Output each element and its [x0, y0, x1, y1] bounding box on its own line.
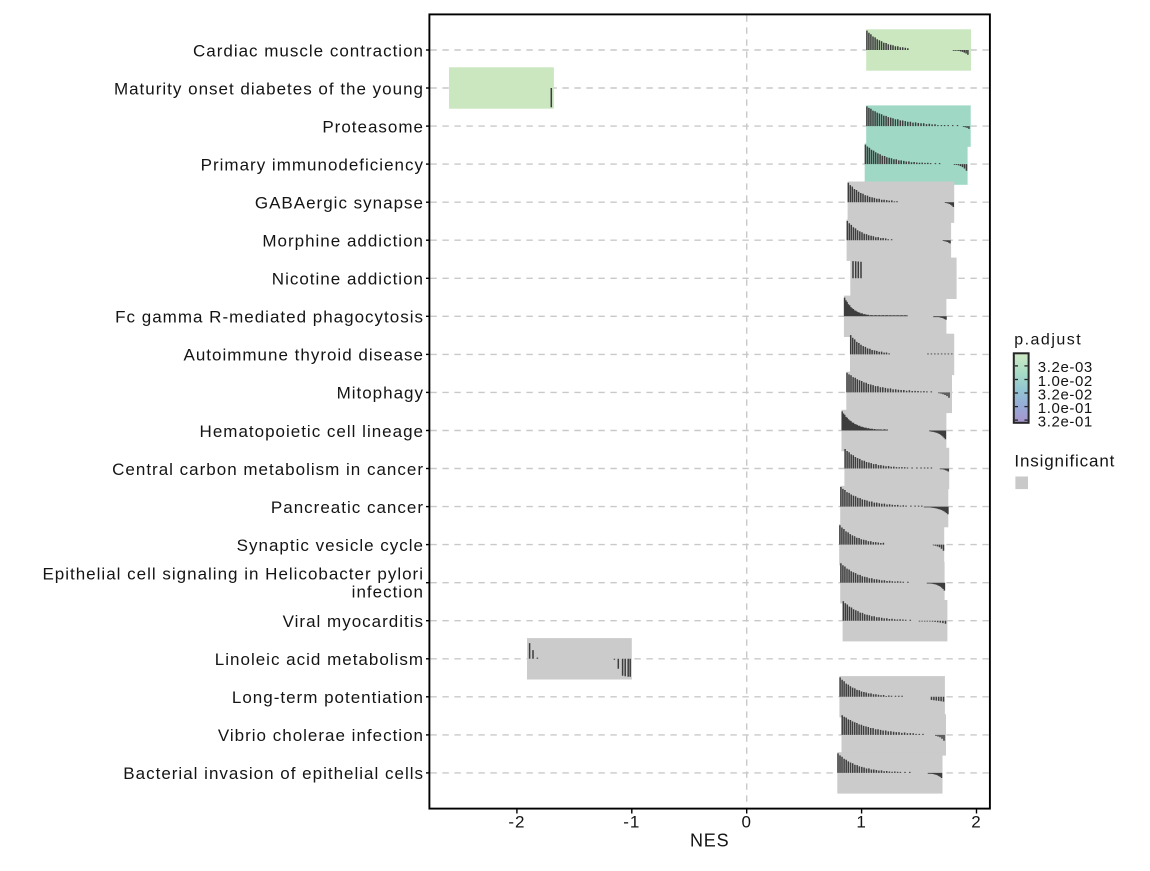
svg-text:Bacterial invasion of epitheli: Bacterial invasion of epithelial cells — [123, 764, 424, 783]
svg-text:p.adjust: p.adjust — [1014, 331, 1082, 348]
svg-text:Mitophagy: Mitophagy — [337, 384, 424, 403]
svg-text:Synaptic vesicle cycle: Synaptic vesicle cycle — [237, 536, 424, 555]
svg-text:infection: infection — [352, 582, 424, 601]
svg-text:Vibrio cholerae infection: Vibrio cholerae infection — [218, 726, 424, 745]
svg-text:0: 0 — [741, 813, 751, 832]
svg-text:Fc gamma R-mediated phagocytos: Fc gamma R-mediated phagocytosis — [115, 308, 424, 327]
svg-text:Maturity onset diabetes of the: Maturity onset diabetes of the young — [114, 79, 424, 98]
svg-text:GABAergic synapse: GABAergic synapse — [255, 194, 424, 213]
svg-text:3.2e-03: 3.2e-03 — [1038, 359, 1093, 376]
svg-text:3.2e-02: 3.2e-02 — [1038, 386, 1093, 403]
svg-text:1.0e-01: 1.0e-01 — [1038, 400, 1093, 417]
svg-text:Hematopoietic cell lineage: Hematopoietic cell lineage — [200, 422, 424, 441]
svg-text:Long-term potentiation: Long-term potentiation — [232, 688, 424, 707]
svg-text:Epithelial cell signaling in H: Epithelial cell signaling in Helicobacte… — [42, 565, 424, 584]
svg-text:Cardiac muscle contraction: Cardiac muscle contraction — [193, 41, 424, 60]
svg-text:Proteasome: Proteasome — [322, 117, 424, 136]
svg-text:Viral myocarditis: Viral myocarditis — [283, 612, 424, 631]
svg-text:-2: -2 — [508, 813, 525, 832]
svg-text:Central carbon metabolism in c: Central carbon metabolism in cancer — [112, 460, 424, 479]
svg-text:2: 2 — [971, 813, 981, 832]
svg-text:Morphine addiction: Morphine addiction — [262, 232, 424, 251]
svg-text:Insignificant: Insignificant — [1014, 452, 1115, 471]
svg-text:Linoleic acid metabolism: Linoleic acid metabolism — [215, 650, 424, 669]
svg-text:NES: NES — [690, 831, 729, 851]
svg-text:1.0e-02: 1.0e-02 — [1038, 373, 1093, 390]
svg-text:Nicotine addiction: Nicotine addiction — [272, 270, 424, 289]
svg-text:Autoimmune thyroid disease: Autoimmune thyroid disease — [183, 346, 424, 365]
svg-text:Pancreatic cancer: Pancreatic cancer — [271, 498, 424, 517]
svg-text:-1: -1 — [623, 813, 640, 832]
svg-text:1: 1 — [856, 813, 866, 832]
svg-text:Primary immunodeficiency: Primary immunodeficiency — [201, 155, 424, 174]
svg-text:3.2e-01: 3.2e-01 — [1038, 413, 1093, 430]
